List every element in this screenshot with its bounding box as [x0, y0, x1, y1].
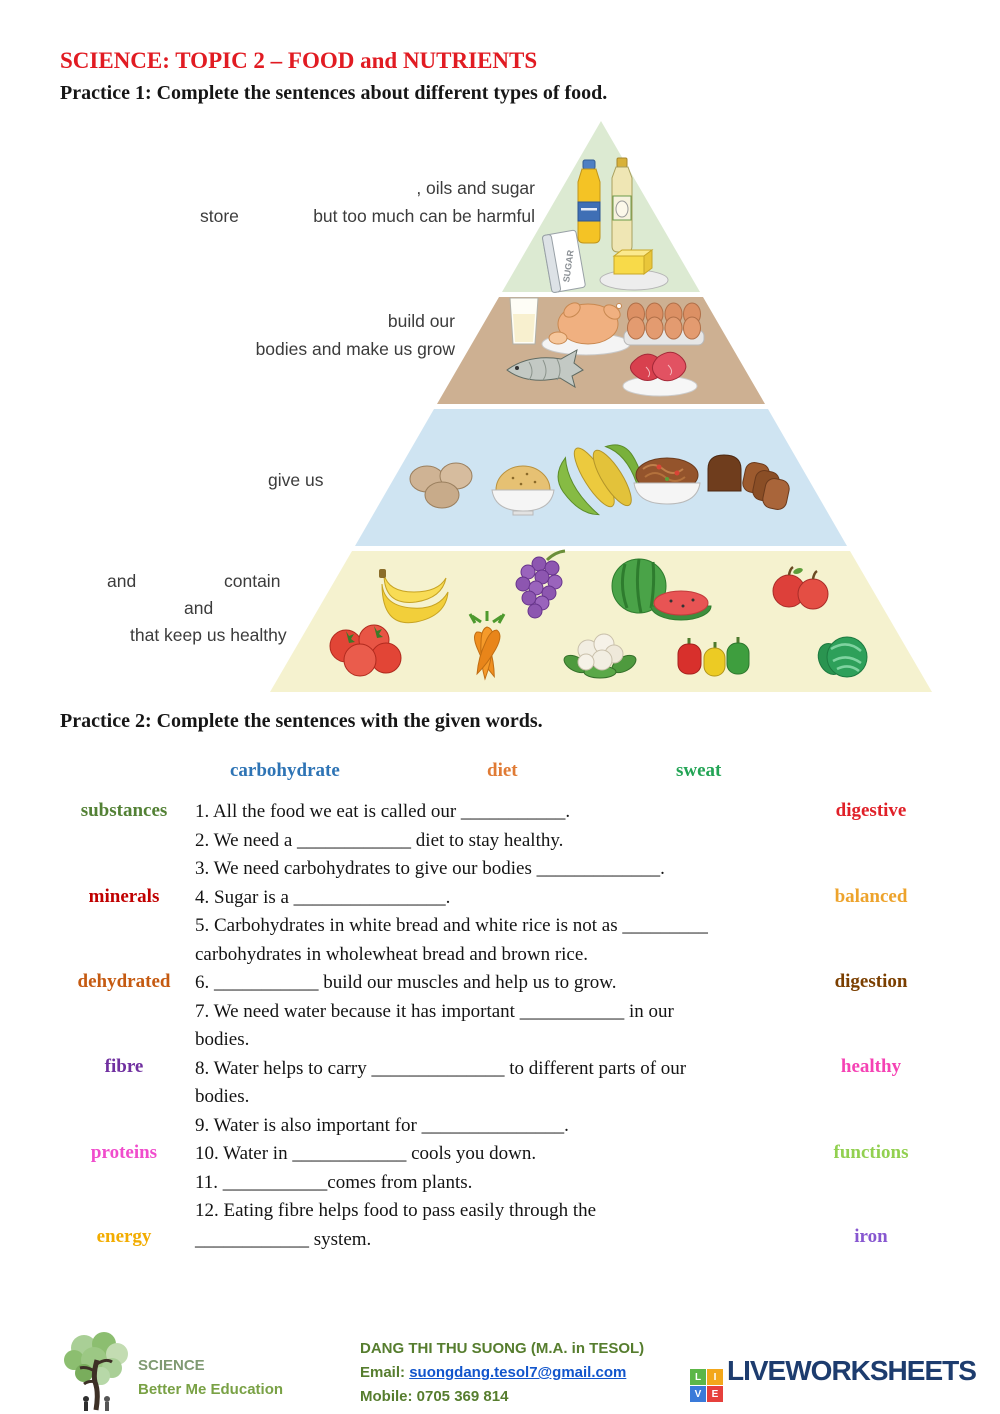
word-bank-digestion: digestion — [834, 971, 908, 992]
grapes-icon — [515, 549, 566, 619]
sentence-line: 1. All the food we eat is called our ___… — [195, 801, 571, 822]
word-bank-fibre: fibre — [104, 1056, 144, 1077]
word-bank-digestive: digestive — [835, 800, 907, 821]
noodle-bowl-icon — [633, 457, 701, 505]
egg-tray-icon — [623, 302, 705, 346]
practice2-sentences: 1. All the food we eat is called our ___… — [195, 798, 835, 1254]
footer-org-tagline: Better Me Education — [138, 1381, 284, 1398]
sugar-box-label: SUGAR — [561, 249, 575, 283]
sentence-line: 6. ___________ build our muscles and hel… — [195, 972, 617, 993]
sentence-line: carbohydrates in wholewheat bread and br… — [195, 943, 589, 965]
sentence-line: 2. We need a ____________ diet to stay h… — [195, 829, 564, 851]
word-bank-sweat: sweat — [676, 760, 722, 781]
live-square-v: V — [690, 1386, 706, 1402]
carrots-icon — [468, 611, 506, 681]
live-square-e: E — [707, 1386, 723, 1402]
word-bank-diet: diet — [487, 760, 518, 781]
footer-email-line: Email: suongdang.tesol7@gmail.com — [360, 1364, 626, 1381]
liveworksheets-wordmark: LIVEWORKSHEETS — [727, 1355, 977, 1386]
pyramid-caption-fats-store: store — [200, 206, 239, 226]
food-pyramid-graphic: SUGAR — [270, 121, 932, 692]
meat-plate-icon — [622, 351, 698, 397]
milk-glass-icon — [509, 297, 539, 345]
better-me-tree-logo — [64, 1332, 128, 1411]
pyramid-layer-fruit-veg — [270, 551, 932, 692]
word-bank-proteins: proteins — [90, 1142, 158, 1163]
sentence-line: 5. Carbohydrates in white bread and whit… — [195, 915, 708, 936]
sentence-line: bodies. — [195, 1086, 250, 1107]
page-title: SCIENCE: TOPIC 2 – FOOD and NUTRIENTS — [60, 48, 538, 73]
sentence-line: 9. Water is also important for _________… — [195, 1114, 569, 1136]
sentence-line: 4. Sugar is a ________________. — [195, 886, 451, 908]
apples-icon — [772, 565, 829, 610]
potatoes-icon — [409, 462, 473, 509]
butter-dish-icon — [599, 249, 669, 291]
pyramid-caption-fv-and1: and — [107, 571, 137, 591]
footer-org-name: SCIENCE — [138, 1357, 205, 1374]
email-label: Email: — [360, 1364, 406, 1381]
live-square-i: I — [707, 1369, 723, 1385]
live-square-l: L — [690, 1369, 706, 1385]
rice-bowl-icon — [491, 465, 555, 516]
word-bank-minerals: minerals — [88, 886, 160, 907]
sentence-line: 12. Eating fibre helps food to pass easi… — [195, 1200, 597, 1221]
bread-icon — [707, 454, 790, 510]
pyramid-caption-protein-1: build our — [387, 311, 455, 331]
pyramid-caption-fats-2: but too much can be harmful — [313, 206, 535, 226]
word-bank-carbohydrate: carbohydrate — [230, 760, 340, 781]
sentence-line: 10. Water in ____________ cools you down… — [195, 1143, 537, 1164]
sentence-line: bodies. — [195, 1029, 250, 1050]
sentence-line: 11. ___________comes from plants. — [195, 1171, 473, 1193]
sentence-line: ____________ system. — [195, 1228, 372, 1250]
fish-icon — [506, 349, 584, 389]
roast-chicken-icon — [541, 302, 631, 356]
email-link[interactable]: suongdang.tesol7@gmail.com — [409, 1364, 627, 1381]
pyramid-caption-fv-3: that keep us healthy — [130, 625, 287, 645]
watermelon-icon — [611, 558, 712, 621]
pyramid-caption-carbs: give us — [268, 470, 324, 490]
word-bank-balanced: balanced — [834, 886, 908, 907]
word-bank-iron: iron — [854, 1226, 888, 1247]
word-bank-healthy: healthy — [840, 1056, 902, 1077]
word-bank-substances: substances — [80, 800, 168, 821]
peppers-icon — [677, 637, 750, 677]
sentence-line: 7. We need water because it has importan… — [195, 1000, 674, 1022]
tomatoes-icon — [329, 624, 402, 677]
pyramid-caption-fv-contain: contain — [224, 571, 281, 591]
cauliflower-icon — [563, 633, 637, 679]
sugar-box-icon: SUGAR — [542, 229, 586, 293]
pyramid-caption-protein-2: bodies and make us grow — [255, 339, 455, 359]
practice1-heading: Practice 1: Complete the sentences about… — [60, 82, 608, 104]
word-bank-dehydrated: dehydrated — [77, 971, 171, 992]
vinegar-oil-bottle-icon — [611, 157, 633, 253]
practice2-heading: Practice 2: Complete the sentences with … — [60, 710, 543, 732]
liveworksheets-squares-icon: L I V E — [690, 1369, 723, 1402]
pyramid-caption-fv-and2: and — [184, 598, 214, 618]
sentence-line: 3. We need carbohydrates to give our bod… — [195, 858, 665, 879]
word-bank-energy: energy — [96, 1226, 152, 1247]
pyramid-caption-fats-1: , oils and sugar — [416, 178, 535, 198]
word-bank-functions: functions — [833, 1142, 909, 1163]
footer-author: DANG THI THU SUONG (M.A. in TESOL) — [360, 1340, 645, 1357]
corn-icon — [557, 444, 642, 516]
bananas-icon — [379, 569, 449, 624]
footer-mobile: Mobile: 0705 369 814 — [360, 1388, 509, 1405]
cabbage-icon — [817, 636, 868, 678]
sentence-line: 8. Water helps to carry ______________ t… — [195, 1057, 687, 1079]
oil-bottle-icon — [577, 159, 601, 244]
